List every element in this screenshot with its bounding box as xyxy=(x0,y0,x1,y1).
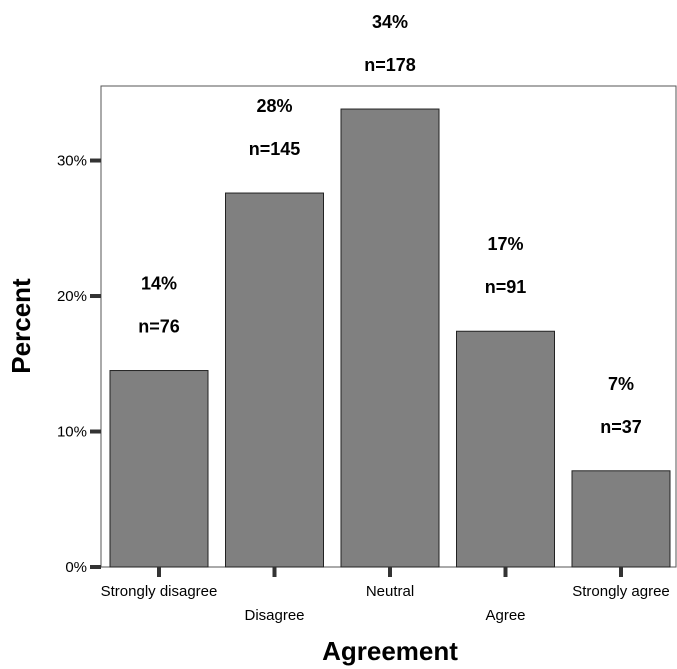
x-tick-label: Agree xyxy=(485,607,525,624)
y-tick-mark xyxy=(90,158,101,163)
y-tick-label: 0% xyxy=(65,559,87,576)
x-axis: Strongly disagree Disagree Neutral Agree Str… xyxy=(101,567,670,624)
y-tick-label: 30% xyxy=(57,153,87,170)
x-tick-mark xyxy=(619,567,623,577)
bar-percent-label: 34% xyxy=(372,12,408,32)
y-tick-mark xyxy=(90,429,101,434)
bar xyxy=(109,370,209,568)
bar-percent-label: 7% xyxy=(608,374,634,394)
bar xyxy=(456,330,555,568)
x-tick-label: Strongly agree xyxy=(572,583,670,600)
x-tick-label: Disagree xyxy=(244,607,304,624)
y-tick-mark xyxy=(90,294,101,299)
y-tick-mark xyxy=(90,565,101,569)
x-tick-mark xyxy=(503,567,508,577)
y-tick-label: 10% xyxy=(57,424,87,441)
bar-count-label: n=178 xyxy=(364,55,416,75)
bar xyxy=(340,108,440,568)
bars: 14% n=76 28% n=145 34% n=178 17% n=91 7% n=37 xyxy=(109,12,671,568)
bar-percent-label: 17% xyxy=(487,234,523,254)
bar-percent-label: 28% xyxy=(256,96,292,116)
y-axis: 0% 10% 20% 30% xyxy=(57,153,101,576)
bar-count-label: n=91 xyxy=(485,277,527,297)
y-tick-label: 20% xyxy=(57,288,87,305)
bar-count-label: n=145 xyxy=(249,139,301,159)
x-tick-mark xyxy=(272,567,277,577)
x-tick-label: Neutral xyxy=(366,583,414,600)
bar-percent-label: 14% xyxy=(141,274,177,294)
x-axis-title: Agreement xyxy=(322,636,458,666)
x-tick-label: Strongly disagree xyxy=(101,583,218,600)
bar xyxy=(571,470,671,568)
x-tick-mark xyxy=(388,567,392,577)
bar-count-label: n=37 xyxy=(600,417,642,437)
x-tick-mark xyxy=(157,567,161,577)
bar xyxy=(225,192,324,568)
bar-count-label: n=76 xyxy=(138,317,180,337)
y-axis-title: Percent xyxy=(6,278,36,374)
